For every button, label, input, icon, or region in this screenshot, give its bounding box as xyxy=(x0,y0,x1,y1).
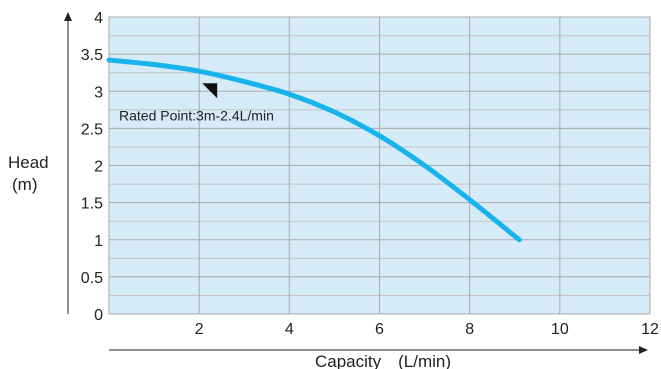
x-tick-label: 6 xyxy=(375,321,384,338)
rated-point-label: Rated Point:3m-2.4L/min xyxy=(119,107,274,123)
y-axis-title-line1: Head xyxy=(8,153,49,172)
y-tick-labels: 0 0.5 1 1.5 2 2.5 3 3.5 4 xyxy=(81,10,103,324)
x-tick-label: 8 xyxy=(465,321,474,338)
y-tick-label: 2 xyxy=(94,159,103,176)
y-tick-label: 2.5 xyxy=(81,121,103,138)
y-tick-label: 3.5 xyxy=(81,47,103,64)
x-axis-title: Capacity (L/min) xyxy=(315,352,451,369)
x-tick-label: 10 xyxy=(551,321,569,338)
y-tick-label: 4 xyxy=(94,10,103,27)
x-tick-label: 2 xyxy=(195,321,204,338)
x-tick-label: 12 xyxy=(641,321,659,338)
rated-point-annotation: Rated Point:3m-2.4L/min xyxy=(119,83,274,123)
y-tick-label: 3 xyxy=(94,84,103,101)
series-line xyxy=(106,57,522,243)
x-tick-labels: 2 4 6 8 10 12 xyxy=(195,321,659,338)
rated-point-marker xyxy=(202,83,218,99)
x-axis-arrow xyxy=(109,346,648,354)
y-tick-label: 0 xyxy=(94,307,103,324)
y-axis-arrow xyxy=(64,12,72,314)
x-tick-label: 4 xyxy=(285,321,294,338)
y-tick-label: 1 xyxy=(94,233,103,250)
y-tick-label: 0.5 xyxy=(81,270,103,287)
plot-border xyxy=(108,16,651,315)
y-tick-label: 1.5 xyxy=(81,196,103,213)
y-axis-title-line2: (m) xyxy=(12,175,37,194)
